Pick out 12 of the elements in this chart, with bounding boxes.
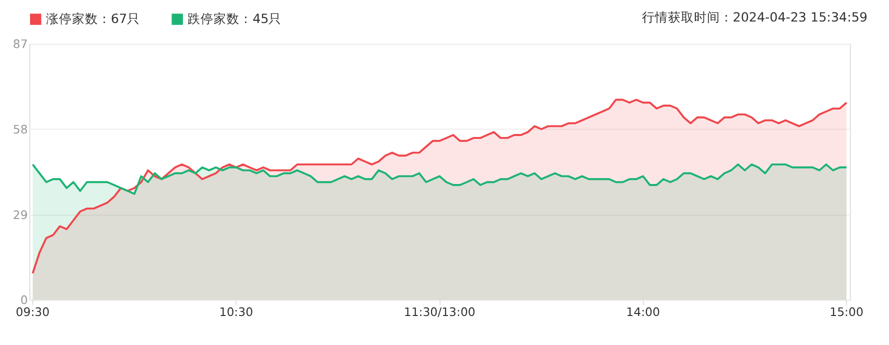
text: 行情获取时间：2024-04-23 15:34:59 (642, 9, 868, 24)
x-tick-label: 11:30/13:00 (404, 304, 476, 319)
y-tick-label: 58 (12, 122, 28, 137)
x-tick-label: 14:00 (626, 304, 660, 319)
y-tick-label: 87 (12, 37, 28, 52)
legend-label: 涨停家数：67只 (46, 11, 140, 26)
x-tick-label: 10:30 (219, 304, 254, 319)
y-tick-label: 0 (20, 293, 28, 308)
legend-label: 跌停家数：45只 (188, 11, 282, 26)
x-tick-label: 15:00 (830, 304, 864, 319)
y-tick-label: 29 (12, 208, 28, 222)
x-tick-label: 09:30 (16, 304, 50, 319)
